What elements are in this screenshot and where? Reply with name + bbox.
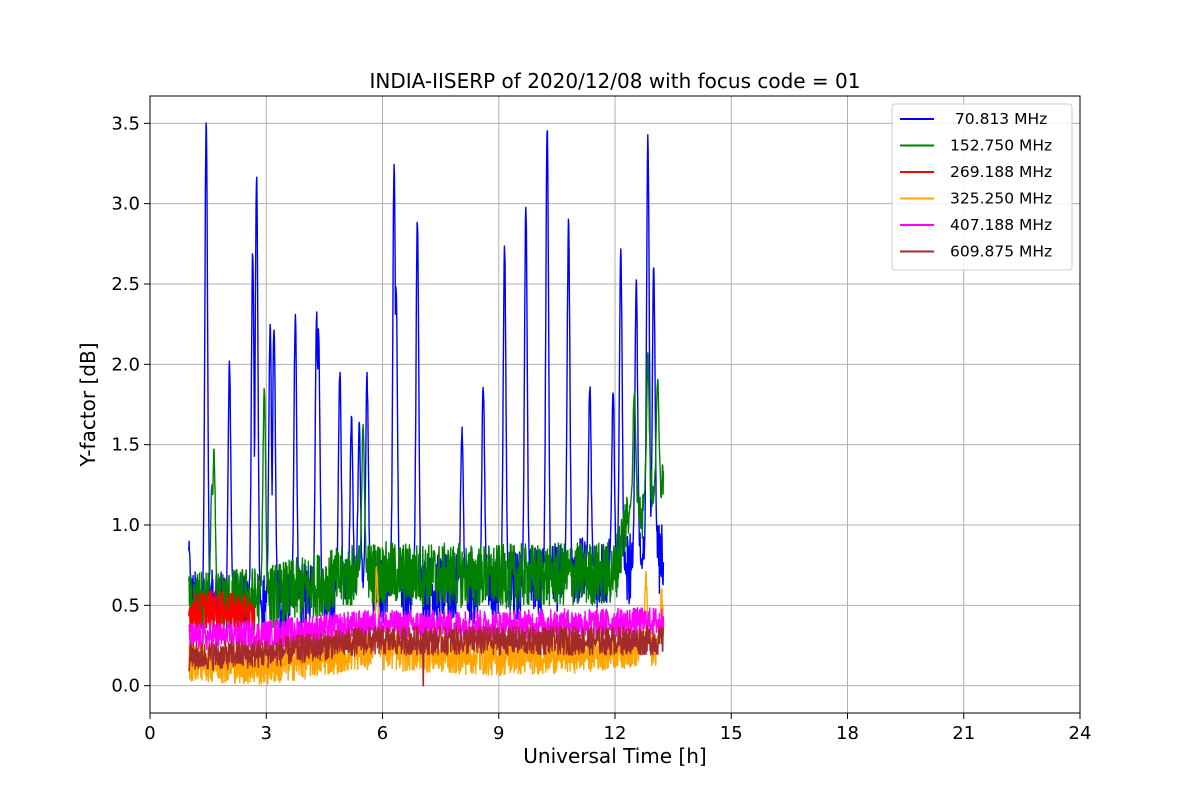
x-tick-label: 12: [604, 723, 627, 744]
y-tick-label: 3.0: [111, 194, 140, 215]
series-line-2: [188, 589, 256, 636]
x-tick-label: 21: [952, 723, 975, 744]
y-tick-label: 1.0: [111, 515, 140, 536]
y-tick-label: 2.0: [111, 354, 140, 375]
legend-label: 70.813 MHz: [950, 110, 1047, 128]
series-group: [188, 122, 665, 687]
series-line-5: [188, 625, 665, 687]
legend-label: 609.875 MHz: [950, 243, 1052, 261]
x-tick-label: 24: [1069, 723, 1092, 744]
y-axis-label: Y-factor [dB]: [76, 342, 100, 467]
x-tick-label: 18: [836, 723, 859, 744]
legend-label: 152.750 MHz: [950, 137, 1052, 155]
x-tick-label: 15: [720, 723, 743, 744]
x-tick-label: 3: [261, 723, 272, 744]
legend: 70.813 MHz 152.750 MHz 269.188 MHz 325.250 …: [891, 103, 1073, 271]
y-tick-label: 2.5: [111, 274, 140, 295]
x-axis-label: Universal Time [h]: [523, 744, 706, 768]
x-tick-label: 6: [377, 723, 388, 744]
legend-label: 407.188 MHz: [950, 216, 1052, 234]
y-tick-label: 0.5: [111, 595, 140, 616]
chart-title: INDIA-IISERP of 2020/12/08 with focus co…: [370, 69, 861, 93]
y-tick-label: 1.5: [111, 435, 140, 456]
legend-label: 325.250 MHz: [950, 190, 1052, 208]
series-line-1: [188, 352, 665, 633]
y-tick-label: 0.0: [111, 676, 140, 697]
x-tick-label: 0: [144, 723, 155, 744]
y-tick-label: 3.5: [111, 113, 140, 134]
legend-label: 269.188 MHz: [950, 163, 1052, 181]
x-tick-label: 9: [493, 723, 504, 744]
legend-box: [891, 103, 1073, 271]
ticks: 0 3 6 9 12 15 18 21 24 0.0 0.5 1.0 1.5 2.0 2.5 3.0 3.5: [111, 113, 1091, 744]
